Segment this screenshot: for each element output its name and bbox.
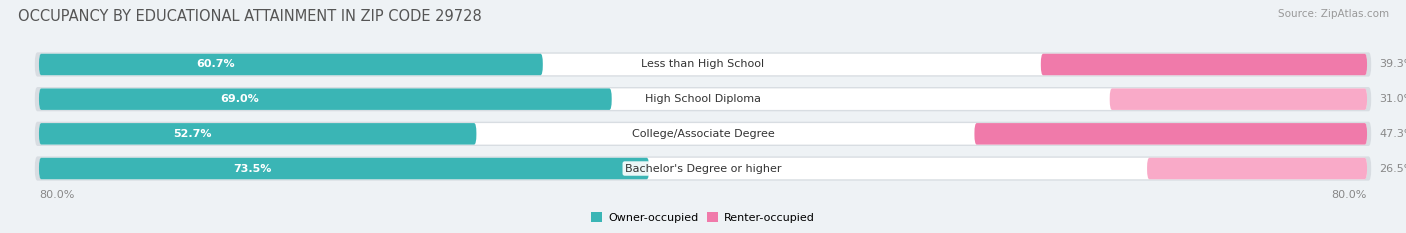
Text: College/Associate Degree: College/Associate Degree bbox=[631, 129, 775, 139]
FancyBboxPatch shape bbox=[39, 158, 1367, 179]
Text: High School Diploma: High School Diploma bbox=[645, 94, 761, 104]
Text: 39.3%: 39.3% bbox=[1379, 59, 1406, 69]
Text: 52.7%: 52.7% bbox=[173, 129, 211, 139]
FancyBboxPatch shape bbox=[39, 158, 650, 179]
Text: 73.5%: 73.5% bbox=[233, 164, 271, 174]
FancyBboxPatch shape bbox=[39, 88, 612, 110]
Text: 47.3%: 47.3% bbox=[1379, 129, 1406, 139]
Text: Less than High School: Less than High School bbox=[641, 59, 765, 69]
FancyBboxPatch shape bbox=[39, 123, 477, 145]
Text: OCCUPANCY BY EDUCATIONAL ATTAINMENT IN ZIP CODE 29728: OCCUPANCY BY EDUCATIONAL ATTAINMENT IN Z… bbox=[18, 9, 482, 24]
FancyBboxPatch shape bbox=[1109, 88, 1367, 110]
FancyBboxPatch shape bbox=[39, 54, 1367, 75]
Legend: Owner-occupied, Renter-occupied: Owner-occupied, Renter-occupied bbox=[586, 208, 820, 227]
Text: 69.0%: 69.0% bbox=[221, 94, 259, 104]
Text: 80.0%: 80.0% bbox=[39, 190, 75, 200]
FancyBboxPatch shape bbox=[39, 54, 543, 75]
Text: 26.5%: 26.5% bbox=[1379, 164, 1406, 174]
FancyBboxPatch shape bbox=[35, 87, 1371, 111]
FancyBboxPatch shape bbox=[39, 123, 1367, 145]
Text: 60.7%: 60.7% bbox=[195, 59, 235, 69]
Text: 31.0%: 31.0% bbox=[1379, 94, 1406, 104]
FancyBboxPatch shape bbox=[35, 52, 1371, 77]
Text: Bachelor's Degree or higher: Bachelor's Degree or higher bbox=[624, 164, 782, 174]
Text: Source: ZipAtlas.com: Source: ZipAtlas.com bbox=[1278, 9, 1389, 19]
FancyBboxPatch shape bbox=[1147, 158, 1367, 179]
Text: 80.0%: 80.0% bbox=[1331, 190, 1367, 200]
FancyBboxPatch shape bbox=[974, 123, 1367, 145]
FancyBboxPatch shape bbox=[1040, 54, 1367, 75]
FancyBboxPatch shape bbox=[39, 88, 1367, 110]
FancyBboxPatch shape bbox=[35, 156, 1371, 181]
FancyBboxPatch shape bbox=[35, 122, 1371, 146]
